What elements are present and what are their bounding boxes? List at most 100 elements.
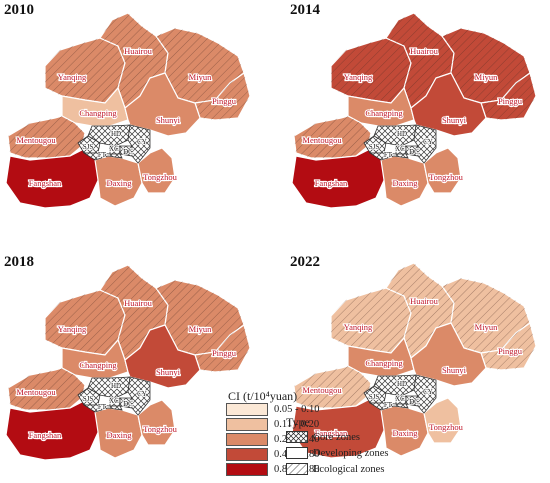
core-hatch-dc <box>120 146 132 156</box>
core-hatch-cy <box>128 377 150 415</box>
label-pinggu: Pinggu <box>212 348 237 358</box>
label-sjs: SJS <box>83 143 94 151</box>
core-hatch-dc <box>120 398 132 408</box>
core-hatch-ft <box>370 153 408 160</box>
ci-class-1: 0.05 - 0.10 <box>226 403 320 416</box>
label-miyun: Miyun <box>189 72 212 82</box>
year-label-2018: 2018 <box>4 254 34 270</box>
label-mentougou: Mentougou <box>16 387 56 397</box>
ci-swatch-5 <box>226 463 268 476</box>
ecological-hatch-yanqing <box>331 38 411 103</box>
core-hatch-ft <box>84 405 122 412</box>
label-fangshan: Fangshan <box>315 178 348 188</box>
ci-class-1-label: 0.05 - 0.10 <box>274 404 320 415</box>
ecological-hatch-huairou <box>386 13 454 108</box>
label-hd: HD <box>111 130 121 138</box>
label-pinggu: Pinggu <box>498 96 523 106</box>
core-hatch-ft <box>84 153 122 160</box>
label-huairou: Huairou <box>410 46 439 56</box>
district-map-2018: Huairou Yanqing Miyun Pinggu Changping Shunyi… <box>5 264 251 461</box>
district-map-2010: Huairou Yanqing Miyun Pinggu Changping Shunyi… <box>5 12 251 209</box>
label-yanqing: Yanqing <box>58 324 87 334</box>
ecological-hatch-huairou <box>100 265 168 360</box>
label-ft: FT <box>384 401 393 409</box>
label-xc: XC <box>395 395 405 403</box>
label-tongzhou: Tongzhou <box>429 422 464 432</box>
label-huairou: Huairou <box>124 298 153 308</box>
label-pinggu: Pinggu <box>498 346 523 356</box>
ecological-hatch-huairou <box>386 263 454 358</box>
core-hatch-hd <box>88 125 130 146</box>
type-developing-label: Developing zones <box>313 447 389 459</box>
core-hatch-sjs <box>364 386 386 403</box>
label-sjs: SJS <box>83 395 94 403</box>
label-shunyi: Shunyi <box>156 367 181 377</box>
core-hatch-sjs <box>78 136 100 153</box>
year-label-2014: 2014 <box>290 2 320 18</box>
label-shunyi: Shunyi <box>442 365 467 375</box>
core-hatch-xc <box>396 396 406 404</box>
label-hd: HD <box>111 382 121 390</box>
diagonal-swatch-icon <box>286 463 308 475</box>
label-dc: DC <box>409 148 419 156</box>
label-cy: CY <box>137 390 147 398</box>
ecological-hatch-pinggu <box>195 325 250 372</box>
maps-layer: Huairou Yanqing Miyun Pinggu Changping Shunyi… <box>5 12 537 461</box>
district-map-2022: Huairou Yanqing Miyun Pinggu Changping Shunyi… <box>291 262 537 459</box>
label-fangshan: Fangshan <box>315 428 348 438</box>
type-developing: Developing zones <box>286 447 389 459</box>
label-sjs: SJS <box>369 143 380 151</box>
ecological-hatch-miyun <box>442 28 530 103</box>
label-shunyi: Shunyi <box>156 115 181 125</box>
type-core-label: Core zones <box>313 431 360 443</box>
label-dc: DC <box>123 400 133 408</box>
label-xc: XC <box>109 397 119 405</box>
ecological-hatch-pinggu <box>195 73 250 120</box>
label-changping: Changping <box>79 108 117 118</box>
ci-swatch-1 <box>226 403 268 416</box>
core-hatch-xc <box>396 146 406 154</box>
ecological-hatch-miyun <box>156 28 244 103</box>
label-huairou: Huairou <box>410 296 439 306</box>
year-label-2022: 2022 <box>290 254 320 270</box>
label-ft: FT <box>384 151 393 159</box>
core-hatch-xc <box>110 398 120 406</box>
label-dc: DC <box>123 148 133 156</box>
ci-class-2-label: 0.11 - 0.20 <box>274 419 320 430</box>
core-hatch-cy <box>128 125 150 163</box>
core-hatch-ft <box>370 403 408 410</box>
label-ft: FT <box>98 151 107 159</box>
label-cy: CY <box>423 138 433 146</box>
label-yanqing: Yanqing <box>344 322 373 332</box>
label-miyun: Miyun <box>189 324 212 334</box>
ci-class-2: 0.11 - 0.20 <box>226 418 319 431</box>
core-hatch-dc <box>406 396 418 406</box>
label-yanqing: Yanqing <box>344 72 373 82</box>
ecological-hatch-yanqing <box>45 38 125 103</box>
label-daxing: Daxing <box>106 178 132 188</box>
label-huairou: Huairou <box>124 46 153 56</box>
label-hd: HD <box>397 130 407 138</box>
label-miyun: Miyun <box>475 72 498 82</box>
district-tongzhou <box>423 397 462 444</box>
year-label-2010: 2010 <box>4 2 34 18</box>
type-legend-title: Type <box>286 415 310 429</box>
type-core: Core zones <box>286 431 360 443</box>
label-cy: CY <box>423 388 433 396</box>
label-mentougou: Mentougou <box>302 385 342 395</box>
label-changping: Changping <box>365 358 403 368</box>
core-hatch-hd <box>374 375 416 396</box>
ecological-hatch-pinggu <box>481 323 536 370</box>
label-tongzhou: Tongzhou <box>143 172 178 182</box>
core-hatch-sjs <box>78 388 100 405</box>
ecological-hatch-mentougou <box>8 116 85 158</box>
ecological-hatch-pinggu <box>481 73 536 120</box>
ecological-hatch-yanqing <box>45 290 125 355</box>
crosshatch-swatch-icon <box>286 431 308 443</box>
ecological-hatch-miyun <box>442 278 530 353</box>
label-mentougou: Mentougou <box>302 135 342 145</box>
district-tongzhou <box>423 147 462 194</box>
label-changping: Changping <box>79 360 117 370</box>
district-map-2014: Huairou Yanqing Miyun Pinggu Changping Shunyi… <box>291 12 537 209</box>
